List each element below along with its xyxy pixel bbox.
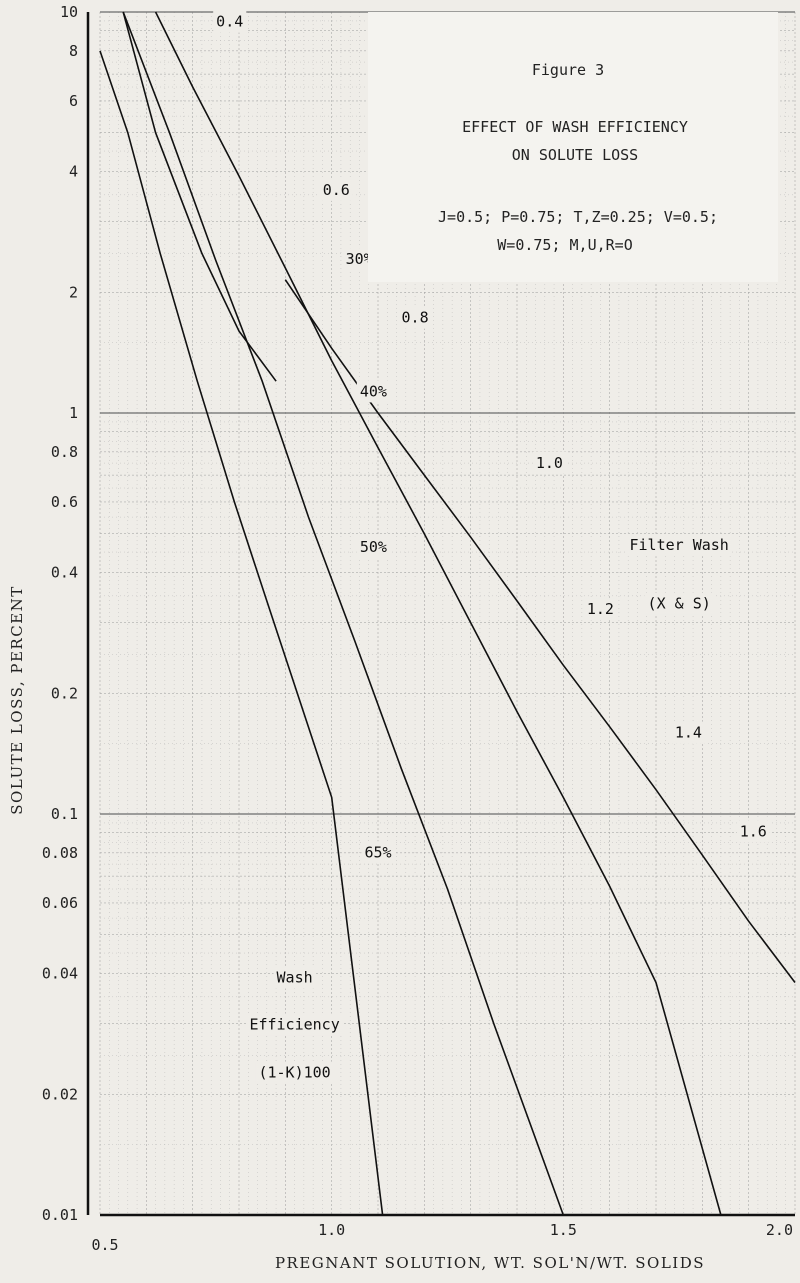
annotation-label: 1.6 [740, 822, 767, 840]
annotation-background [255, 1061, 334, 1084]
x-tick-label: 0.5 [91, 1236, 118, 1254]
x-tick-label: 2.0 [766, 1221, 793, 1239]
y-tick-label: 0.2 [51, 684, 78, 702]
annotation-label: Efficiency [249, 1016, 339, 1034]
annotation-background [671, 721, 705, 744]
annotation-label: Wash [277, 969, 313, 987]
y-tick-label: 1 [69, 404, 78, 422]
y-tick-label: 0.8 [51, 443, 78, 461]
annotations: 0.4 0.6 30% 0.8 40% 1.0 50% 1.2 Filter Wash (X & … [213, 10, 770, 1084]
annotation-background [356, 380, 390, 403]
y-tick-label: 0.04 [42, 965, 78, 983]
axes: 0.5 1.0 1.5 2.0 10 8 6 4 2 1 0.8 0.6 0.4 0.2 0.1 0.08 0.… [42, 3, 795, 1254]
series-line-40 [99, 50, 384, 1216]
annotation-label: (1-K)100 [258, 1064, 330, 1082]
annotation-label: 50% [360, 538, 387, 556]
annotation-label: 30% [346, 250, 373, 268]
annotation-background [736, 820, 770, 843]
chart-title-line2: ON SOLUTE LOSS [512, 146, 638, 164]
annotation-background [319, 178, 353, 201]
y-tick-label: 0.6 [51, 493, 78, 511]
parameters-line1: J=0.5; P=0.75; T,Z=0.25; V=0.5; [438, 208, 718, 226]
annotation-background [532, 451, 566, 474]
y-tick-label: 8 [69, 42, 78, 60]
annotation-label: (X & S) [648, 595, 711, 613]
annotation-background [361, 841, 395, 864]
annotation-background [273, 966, 316, 989]
title-box [368, 12, 778, 282]
annotation-label: 65% [364, 843, 391, 861]
series-line-50 [122, 11, 565, 1216]
series-line-30 [122, 11, 277, 382]
annotation-label: 0.4 [216, 13, 243, 31]
annotation-background [644, 592, 714, 615]
annotation-background [246, 1013, 343, 1036]
annotation-label: 0.6 [323, 181, 350, 199]
y-tick-label: 0.06 [42, 894, 78, 912]
y-axis-label: SOLUTE LOSS, PERCENT [8, 585, 26, 815]
x-tick-label: 1.0 [318, 1221, 345, 1239]
annotation-label: 1.0 [536, 454, 563, 472]
series-line-65 [154, 11, 722, 1216]
annotation-label: 40% [360, 382, 387, 400]
y-tick-label: 10 [60, 3, 78, 21]
x-tick-label: 1.5 [550, 1221, 577, 1239]
annotation-label: 1.4 [675, 724, 702, 742]
y-tick-label: 0.08 [42, 844, 78, 862]
annotation-label: 1.2 [587, 600, 614, 618]
annotation-label: 0.8 [402, 309, 429, 327]
y-tick-label: 6 [69, 92, 78, 110]
y-tick-label: 4 [69, 163, 78, 181]
annotation-background [398, 306, 432, 329]
annotation-background [626, 534, 732, 557]
y-tick-label: 2 [69, 283, 78, 301]
annotation-background [213, 10, 247, 33]
y-tick-label: 0.01 [42, 1206, 78, 1224]
chart-title: EFFECT OF WASH EFFICIENCY [462, 118, 688, 136]
x-axis-label: PREGNANT SOLUTION, WT. SOL'N/WT. SOLIDS [275, 1254, 705, 1272]
y-tick-label: 0.02 [42, 1085, 78, 1103]
parameters-line2: W=0.75; M,U,R=O [497, 236, 632, 254]
annotation-label: Filter Wash [629, 536, 728, 554]
annotation-background [342, 248, 376, 271]
figure-label: Figure 3 [532, 61, 604, 79]
title-block: Figure 3 EFFECT OF WASH EFFICIENCY ON SO… [368, 12, 778, 282]
annotation-background [356, 536, 390, 559]
y-tick-label: 0.1 [51, 805, 78, 823]
annotation-background [583, 598, 617, 621]
y-tick-label: 0.4 [51, 564, 78, 582]
